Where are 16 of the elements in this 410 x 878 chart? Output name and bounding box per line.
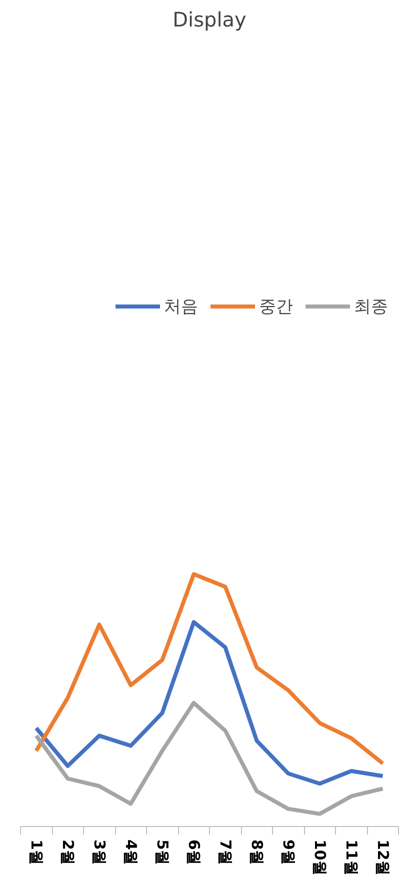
x-tick-label: 10월 xyxy=(310,840,329,876)
x-tick-label: 8월 xyxy=(248,840,266,865)
x-tick-label: 2월 xyxy=(58,840,77,865)
x-tick-label: 11월 xyxy=(342,840,360,876)
x-tick-label: 4월 xyxy=(122,840,140,865)
legend-label: 중간 xyxy=(259,296,293,318)
x-tick-label: 9월 xyxy=(279,840,298,865)
x-tick-label: 6월 xyxy=(184,840,203,865)
chart-title: Display xyxy=(172,8,247,32)
x-tick-label: 5월 xyxy=(153,840,172,865)
x-tick-label: 12월 xyxy=(374,840,392,876)
x-tick-label: 7월 xyxy=(216,840,234,865)
legend-label: 처음 xyxy=(164,296,198,318)
x-tick-label: 1월 xyxy=(27,840,46,865)
x-tick-label: 3월 xyxy=(90,840,108,865)
legend-label: 최종 xyxy=(354,296,388,318)
